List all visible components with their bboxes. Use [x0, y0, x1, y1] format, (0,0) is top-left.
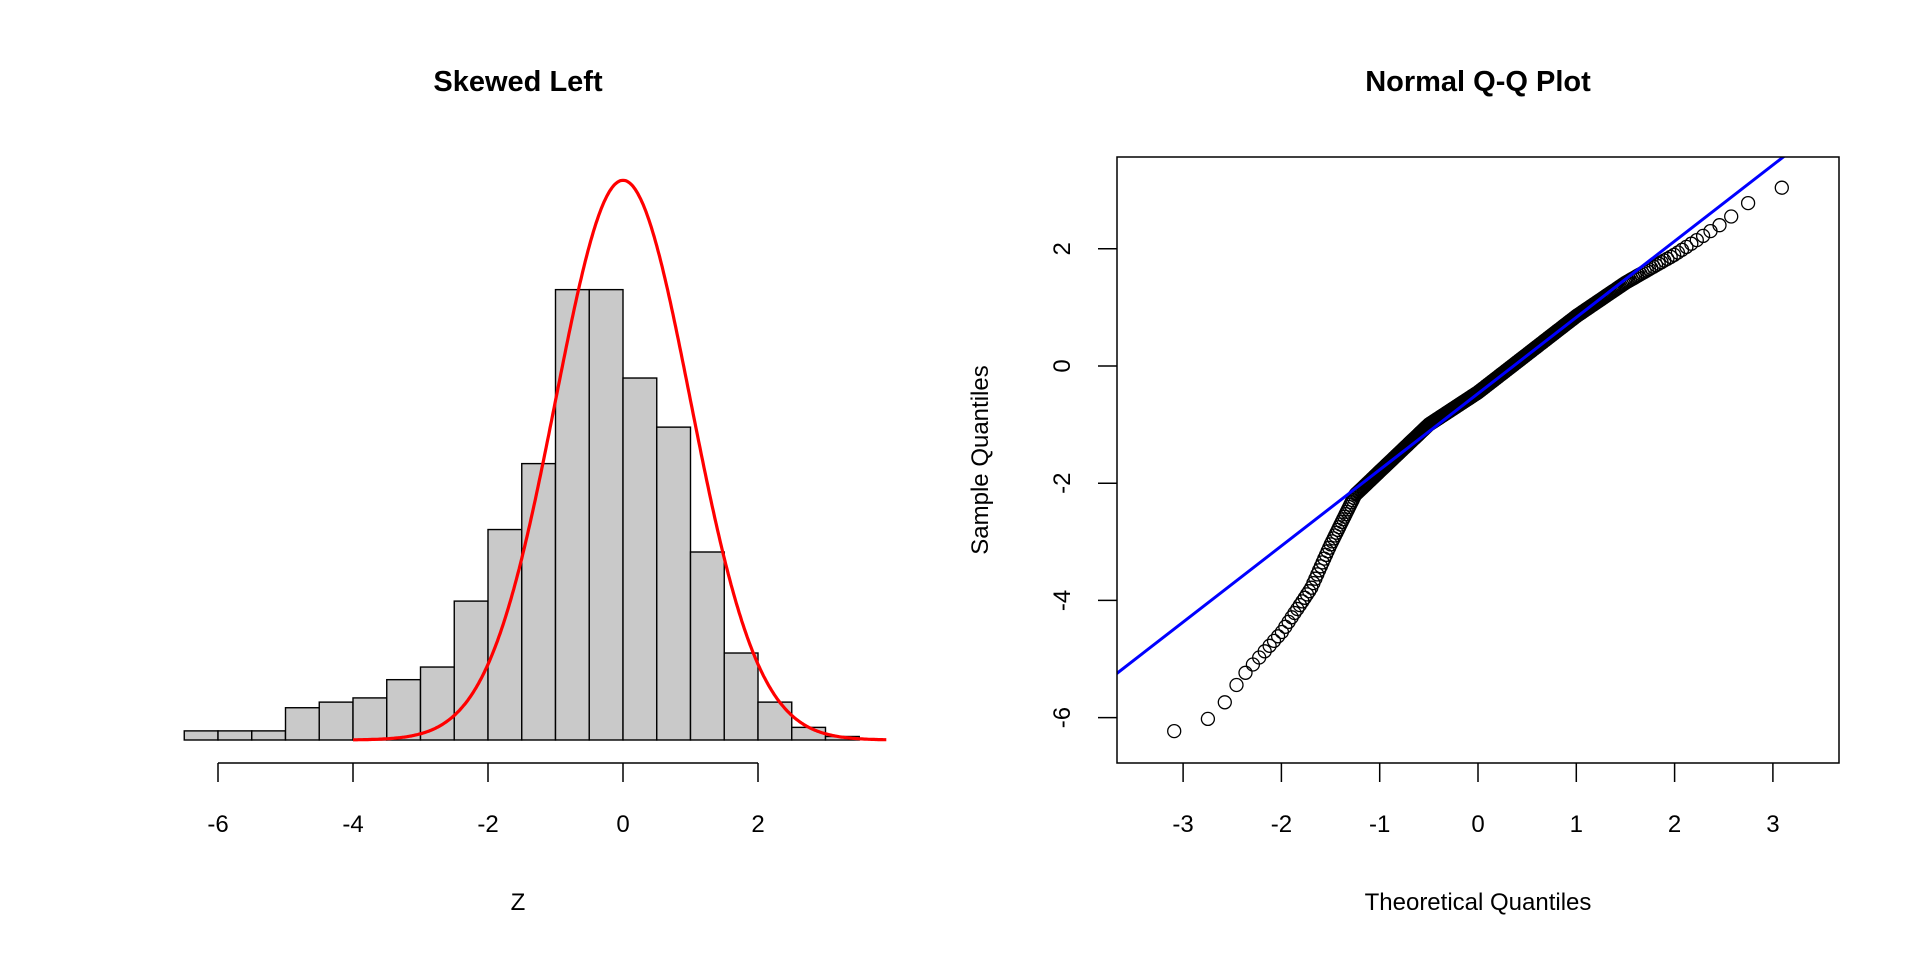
histogram-bar [284, 707, 320, 741]
histogram-x-tick-label: -6 [207, 811, 228, 838]
histogram-panel: Skewed Left -6 -4 -2 0 2 Z [183, 66, 887, 916]
qq-point [1663, 249, 1678, 265]
qq-point [1295, 594, 1310, 609]
histogram-bar [419, 666, 455, 741]
qq-point [1774, 180, 1789, 195]
histogram-x-label: Z [511, 889, 526, 916]
histogram-x-tick-label: 2 [751, 811, 764, 838]
qq-point [1703, 223, 1718, 239]
qq-point [1290, 601, 1305, 617]
qq-plot-box [1116, 156, 1840, 764]
qq-x-tick-label: 3 [1766, 811, 1779, 838]
histogram-bar [622, 377, 658, 741]
qq-points [1167, 180, 1789, 739]
qq-point [1740, 195, 1756, 211]
qq-x-label: Theoretical Quantiles [1365, 889, 1592, 916]
qq-point [1229, 677, 1244, 693]
qq-x-tick-label: -3 [1172, 811, 1193, 838]
qq-x-axis: -3 -2 -1 0 1 2 3 [1172, 763, 1780, 838]
qq-point [1292, 597, 1308, 613]
qq-point [1712, 218, 1727, 233]
qq-y-axis: -6 -4 -2 0 2 [1049, 242, 1117, 728]
histogram-bar [689, 551, 725, 741]
qq-point [1695, 228, 1711, 244]
histogram-x-tick-label: -2 [477, 811, 498, 838]
qq-point [1257, 644, 1272, 659]
qq-y-tick-label: 2 [1049, 242, 1076, 255]
qq-point [1270, 629, 1286, 644]
histogram-bar [757, 701, 793, 741]
qq-point [1217, 695, 1232, 710]
histogram-bar [487, 528, 523, 741]
qq-title: Normal Q-Q Plot [1365, 66, 1591, 98]
qq-x-tick-label: -2 [1271, 811, 1292, 838]
qq-point [1660, 251, 1675, 266]
histogram-bar [656, 426, 692, 741]
histogram-bar [386, 678, 422, 741]
qq-point [1200, 711, 1216, 727]
histogram-bar [217, 730, 253, 741]
histogram-bar [352, 697, 388, 741]
histogram-bar [318, 701, 354, 741]
histogram-x-tick-label: -4 [342, 811, 363, 838]
qq-y-tick-label: 0 [1049, 359, 1076, 372]
normal-density-curve [353, 178, 887, 742]
qq-x-tick-label: 0 [1471, 811, 1484, 838]
qq-point [1167, 723, 1182, 739]
histogram-bar [251, 730, 287, 741]
qq-y-label: Sample Quantiles [967, 365, 994, 554]
histogram-bar [588, 288, 624, 741]
qq-point [1302, 584, 1317, 599]
qq-plot-panel: Normal Q-Q Plot -3 -2 -1 0 1 2 3 -6 -4 -2 0 2 Theo… [967, 66, 1840, 916]
histogram-x-tick-label: 0 [616, 811, 629, 838]
histogram-title: Skewed Left [433, 66, 603, 98]
qq-reference-line [1117, 157, 1786, 676]
qq-y-tick-label: -2 [1049, 473, 1076, 494]
qq-point [1266, 633, 1282, 649]
histogram-bar [723, 652, 759, 741]
qq-point [1724, 209, 1739, 224]
qq-point [1666, 247, 1682, 263]
qq-y-tick-label: -6 [1049, 707, 1076, 728]
qq-x-tick-label: 2 [1668, 811, 1681, 838]
qq-x-tick-label: -1 [1369, 811, 1390, 838]
qq-x-tick-label: 1 [1570, 811, 1583, 838]
histogram-bar [453, 600, 489, 741]
histogram-x-axis: -6 -4 -2 0 2 [207, 762, 765, 838]
histogram-bar [554, 288, 590, 741]
histogram-bar [183, 730, 219, 741]
qq-point [1287, 605, 1302, 621]
histogram-bar [521, 462, 557, 741]
qq-point [1238, 665, 1253, 680]
histogram-bars [183, 288, 860, 741]
qq-point [1262, 638, 1277, 653]
qq-y-tick-label: -4 [1049, 590, 1076, 611]
